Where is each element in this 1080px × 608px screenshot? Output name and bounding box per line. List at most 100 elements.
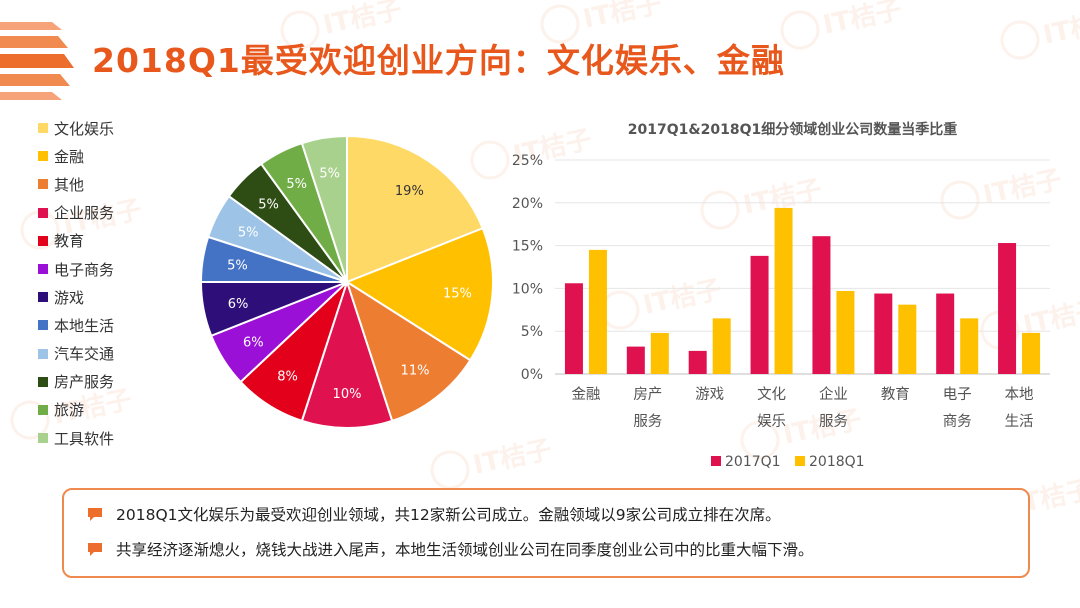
y-tick-label: 5% xyxy=(521,324,543,340)
bar xyxy=(812,236,831,374)
legend-label: 房产服务 xyxy=(54,373,115,392)
x-tick-label: 游戏 xyxy=(695,386,724,403)
legend-swatch xyxy=(38,179,48,190)
pie-data-label: 5% xyxy=(319,166,340,181)
legend-swatch xyxy=(38,376,48,387)
title-decoration xyxy=(0,22,74,100)
legend-label: 金融 xyxy=(54,147,85,166)
y-tick-label: 25% xyxy=(512,153,543,169)
legend-item: 企业服务 xyxy=(38,199,114,227)
bar xyxy=(588,249,607,374)
watermark-mark: IT桔子 xyxy=(1000,5,1080,60)
y-tick-label: 0% xyxy=(521,367,543,383)
pie-data-label: 11% xyxy=(401,364,430,379)
page-title: 2018Q1最受欢迎创业方向：文化娱乐、金融 xyxy=(92,41,785,80)
x-tick-label: 房产 xyxy=(633,386,662,403)
x-tick-label: 生活 xyxy=(1005,413,1034,430)
bar xyxy=(874,293,893,374)
pie-slice xyxy=(345,279,472,423)
legend-item: 教育 xyxy=(38,227,114,255)
x-tick-label: 服务 xyxy=(819,413,848,430)
bar xyxy=(774,207,793,374)
pie-data-label: 5% xyxy=(258,198,279,213)
legend-item: 汽车交通 xyxy=(38,340,114,368)
legend-item: 文化娱乐 xyxy=(38,114,114,142)
x-tick-label: 服务 xyxy=(633,413,662,430)
pie-slice xyxy=(300,134,348,283)
x-tick-label: 企业 xyxy=(819,385,848,403)
bar xyxy=(712,318,731,374)
x-tick-label: 本地 xyxy=(1005,386,1034,403)
legend-swatch xyxy=(38,348,48,359)
pie-slice xyxy=(346,134,485,284)
legend-item: 旅游 xyxy=(38,396,114,424)
bar xyxy=(960,318,979,374)
watermark-mark: IT桔子 xyxy=(780,0,905,50)
legend-swatch xyxy=(38,123,48,134)
bar-chart: 2017Q1&2018Q1细分领域创业公司数量当季比重 0% 5% 10% 15% 20%… xyxy=(512,121,1050,470)
watermark-text: IT桔子 xyxy=(581,0,665,35)
bar-legend-label: 2018Q1 xyxy=(809,454,865,470)
bar xyxy=(936,293,955,374)
legend-swatch xyxy=(38,151,48,162)
speech-bubble-icon xyxy=(88,507,102,521)
bar-chart-title: 2017Q1&2018Q1细分领域创业公司数量当季比重 xyxy=(628,121,957,138)
legend-item: 本地生活 xyxy=(38,311,114,339)
pie-data-label: 6% xyxy=(243,335,264,350)
pie-data-label: 8% xyxy=(277,370,298,385)
bar xyxy=(998,243,1017,374)
bar xyxy=(688,350,707,374)
bar xyxy=(650,332,669,374)
legend-swatch xyxy=(38,207,48,218)
legend-swatch xyxy=(38,433,48,444)
bar-legend-label: 2017Q1 xyxy=(725,454,781,470)
legend-label: 汽车交通 xyxy=(54,345,115,364)
pie-chart: 19% 15% 11% 10% 8% 6% 6% 5% 5% 5% 5% 5% xyxy=(199,134,494,429)
bar-legend-swatch xyxy=(795,456,805,466)
legend-label: 教育 xyxy=(54,232,85,251)
note-text: 2018Q1文化娱乐为最受欢迎创业领域，共12家新公司成立。金融领域以9家公司成… xyxy=(116,506,781,524)
y-tick-label: 15% xyxy=(512,239,543,255)
legend-item: 金融 xyxy=(38,142,114,170)
legend-label: 其他 xyxy=(54,175,85,194)
y-tick-label: 20% xyxy=(512,196,543,212)
pie-data-label: 5% xyxy=(227,259,248,274)
x-tick-label: 教育 xyxy=(881,386,910,403)
legend-item: 电子商务 xyxy=(38,255,114,283)
pie-slice xyxy=(300,278,394,429)
x-tick-label: 文化 xyxy=(757,386,786,403)
legend-swatch xyxy=(38,235,48,246)
pie-data-label: 15% xyxy=(443,286,472,301)
watermark-text: IT桔子 xyxy=(821,0,905,41)
speech-bubble-icon xyxy=(88,542,102,556)
legend-item: 工具软件 xyxy=(38,424,114,452)
pie-data-label: 6% xyxy=(228,297,249,312)
pie-data-label: 19% xyxy=(395,184,424,199)
legend-label: 游戏 xyxy=(54,288,85,307)
watermark-text: IT桔子 xyxy=(1041,5,1080,51)
legend-item: 其他 xyxy=(38,170,114,198)
legend-swatch xyxy=(38,320,48,331)
x-tick-label: 娱乐 xyxy=(757,413,786,430)
pie-slice xyxy=(344,226,494,362)
note-line: 2018Q1文化娱乐为最受欢迎创业领域，共12家新公司成立。金融领域以9家公司成… xyxy=(88,503,781,525)
y-tick-label: 10% xyxy=(512,281,543,297)
bar xyxy=(898,304,917,374)
bar xyxy=(750,255,769,374)
pie-data-label: 5% xyxy=(286,177,307,192)
legend-label: 电子商务 xyxy=(54,260,115,279)
legend-label: 企业服务 xyxy=(54,204,115,223)
bar xyxy=(836,290,855,374)
legend-label: 旅游 xyxy=(54,401,85,420)
x-tick-label: 商务 xyxy=(943,413,972,430)
legend-swatch xyxy=(38,264,48,275)
bar xyxy=(626,346,645,374)
legend-swatch xyxy=(38,292,48,303)
pie-data-label: 5% xyxy=(238,226,259,241)
legend-label: 文化娱乐 xyxy=(54,119,115,138)
notes-box: 2018Q1文化娱乐为最受欢迎创业领域，共12家新公司成立。金融领域以9家公司成… xyxy=(62,488,1030,578)
x-tick-label: 电子 xyxy=(943,386,972,403)
note-line: 共享经济逐渐熄火，烧钱大战进入尾声，本地生活领域创业公司在同季度创业公司中的比重… xyxy=(88,538,814,560)
